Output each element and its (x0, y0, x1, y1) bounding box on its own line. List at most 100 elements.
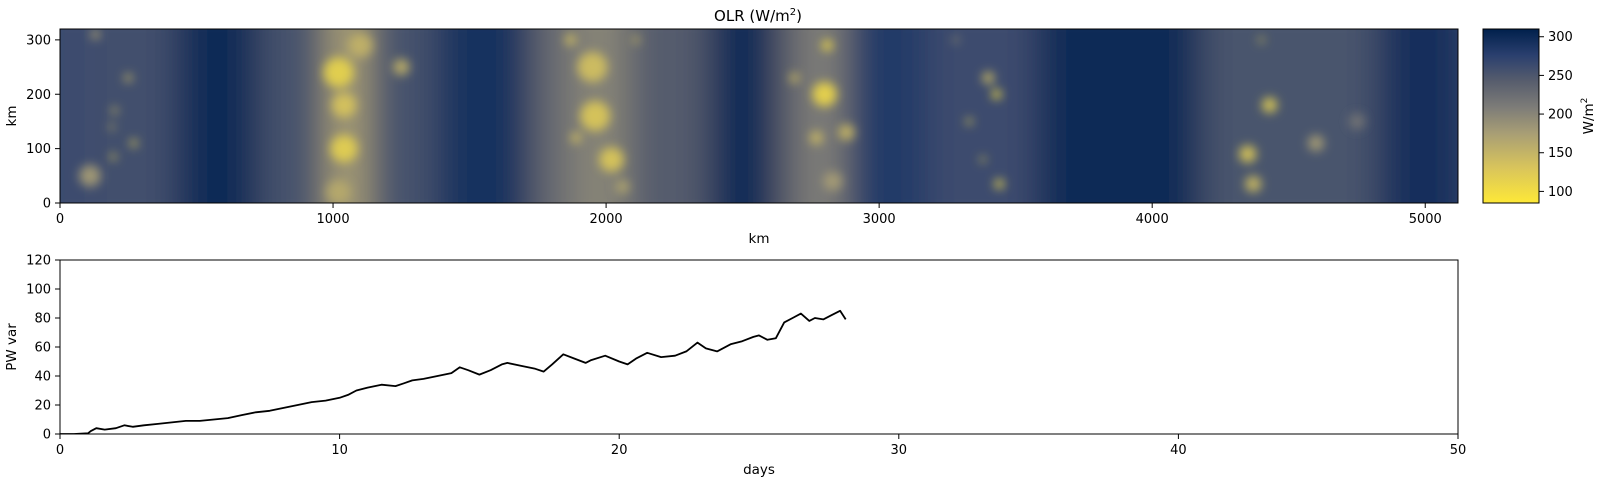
heatmap-y-tick-label: 100 (26, 142, 51, 157)
heatmap-frame (59, 28, 1459, 204)
heatmap-x-tick-label: 3000 (863, 212, 896, 227)
line-y-tick-label: 40 (34, 370, 51, 385)
heatmap-y-tick-label: 0 (43, 197, 51, 212)
colorbar-gradient (1482, 28, 1540, 204)
convective-cell (965, 118, 973, 125)
colorbar-label: W/m2 (1580, 98, 1597, 135)
line-y-tick-label: 100 (26, 283, 51, 298)
olr-heatmap-panel: OLR (W/m2) 0 1000 2000 3000 4000 5000 0 100 200… (4, 7, 1459, 247)
convective-cell (129, 139, 138, 148)
line-y-tick-label: 0 (43, 428, 51, 443)
convective-cell (823, 171, 843, 191)
heatmap-title: OLR (W/m2) (714, 7, 802, 25)
heatmap-y-tick-label: 200 (26, 88, 51, 103)
colorbar-ticks: 100 150 200 250 300 (1539, 30, 1573, 200)
convective-cell (615, 179, 630, 194)
convective-cell (991, 89, 1002, 100)
heatmap-y-tick-label: 300 (26, 33, 51, 48)
heatmap-band (927, 29, 1049, 203)
convective-cell (570, 132, 582, 144)
convective-cell (331, 92, 357, 118)
heatmap-band (368, 29, 449, 203)
line-x-tick-label: 30 (891, 443, 908, 458)
heatmap-title-main: OLR (W/m (714, 7, 790, 25)
line-y-tick-label: 60 (34, 341, 51, 356)
convective-cell (809, 130, 824, 145)
convective-cell (599, 147, 624, 172)
convective-cell (994, 179, 1005, 189)
colorbar-tick-label: 100 (1548, 185, 1573, 200)
convective-cell (109, 124, 115, 130)
heatmap-x-tick-label: 1000 (317, 212, 350, 227)
heatmap-plot-area (60, 29, 1458, 203)
convective-cell (326, 179, 351, 203)
convective-cell (1258, 37, 1265, 43)
heatmap-band (176, 29, 271, 203)
colorbar-tick-label: 250 (1548, 69, 1573, 84)
pw-var-line-panel: 0 10 20 30 40 50 0 20 40 60 80 100 120 days PW var (4, 254, 1466, 479)
colorbar-label-main: W/m (1581, 103, 1597, 134)
line-x-tick-label: 40 (1170, 443, 1187, 458)
line-y-tick-label: 120 (26, 254, 51, 269)
convective-cell (789, 73, 800, 83)
convective-cell (952, 37, 959, 43)
convective-cell (90, 29, 101, 40)
line-y-tick-label: 80 (34, 312, 51, 327)
heatmap-band (436, 29, 544, 203)
convective-cell (632, 36, 640, 44)
convective-cell (348, 33, 373, 58)
heatmap-x-tick-label: 4000 (1136, 212, 1169, 227)
heatmap-band (709, 29, 790, 203)
colorbar: 100 150 200 250 300 W/m2 (1482, 28, 1597, 204)
heatmap-background-bands (60, 29, 1458, 203)
heatmap-title-sup: 2 (790, 7, 796, 18)
heatmap-x-label: km (749, 231, 770, 247)
convective-cell (1245, 175, 1262, 193)
convective-cell (79, 164, 101, 187)
line-x-tick-label: 0 (56, 443, 64, 458)
convective-cell (838, 124, 855, 141)
convective-cell (980, 156, 986, 163)
convective-cell (982, 71, 995, 84)
convective-cell (124, 73, 133, 83)
heatmap-band (258, 29, 340, 203)
line-x-label: days (743, 462, 775, 478)
line-x-tick-label: 10 (331, 443, 348, 458)
heatmap-x-tick-label: 0 (56, 212, 64, 227)
line-y-label: PW var (4, 323, 20, 371)
convective-cell (580, 100, 611, 132)
heatmap-title-close: ) (796, 7, 802, 25)
convective-cell (812, 81, 837, 107)
line-plot-background (60, 260, 1458, 434)
heatmap-band (94, 29, 189, 203)
heatmap-band (845, 29, 940, 203)
line-x-tick-label: 50 (1450, 443, 1467, 458)
convective-cell (323, 57, 354, 88)
convective-cell (1307, 134, 1325, 152)
line-y-ticks: 0 20 40 60 80 100 120 (26, 254, 60, 443)
convective-cell (1348, 113, 1366, 130)
convective-cell (821, 39, 833, 51)
heatmap-band (1036, 29, 1213, 203)
heatmap-band (627, 29, 722, 203)
line-plot-area (60, 309, 847, 434)
colorbar-label-sup: 2 (1580, 98, 1590, 104)
convective-cell (111, 107, 118, 114)
heatmap-convective-cells (79, 29, 1366, 203)
convective-cell (1261, 97, 1278, 113)
convective-cell (393, 58, 410, 76)
heatmap-y-label: km (4, 106, 20, 127)
heatmap-band (1378, 29, 1458, 203)
heatmap-x-tick-label: 2000 (590, 212, 623, 227)
heatmap-y-ticks: 0 100 200 300 (26, 33, 60, 212)
heatmap-x-ticks: 0 1000 2000 3000 4000 5000 (56, 203, 1442, 227)
colorbar-tick-label: 300 (1548, 30, 1573, 45)
convective-cell (330, 134, 358, 163)
convective-cell (577, 52, 608, 83)
colorbar-tick-label: 200 (1548, 108, 1573, 123)
heatmap-x-tick-label: 5000 (1409, 212, 1442, 227)
pw-var-series-line (60, 309, 847, 434)
convective-cell (1239, 145, 1257, 163)
line-y-tick-label: 20 (34, 399, 51, 414)
